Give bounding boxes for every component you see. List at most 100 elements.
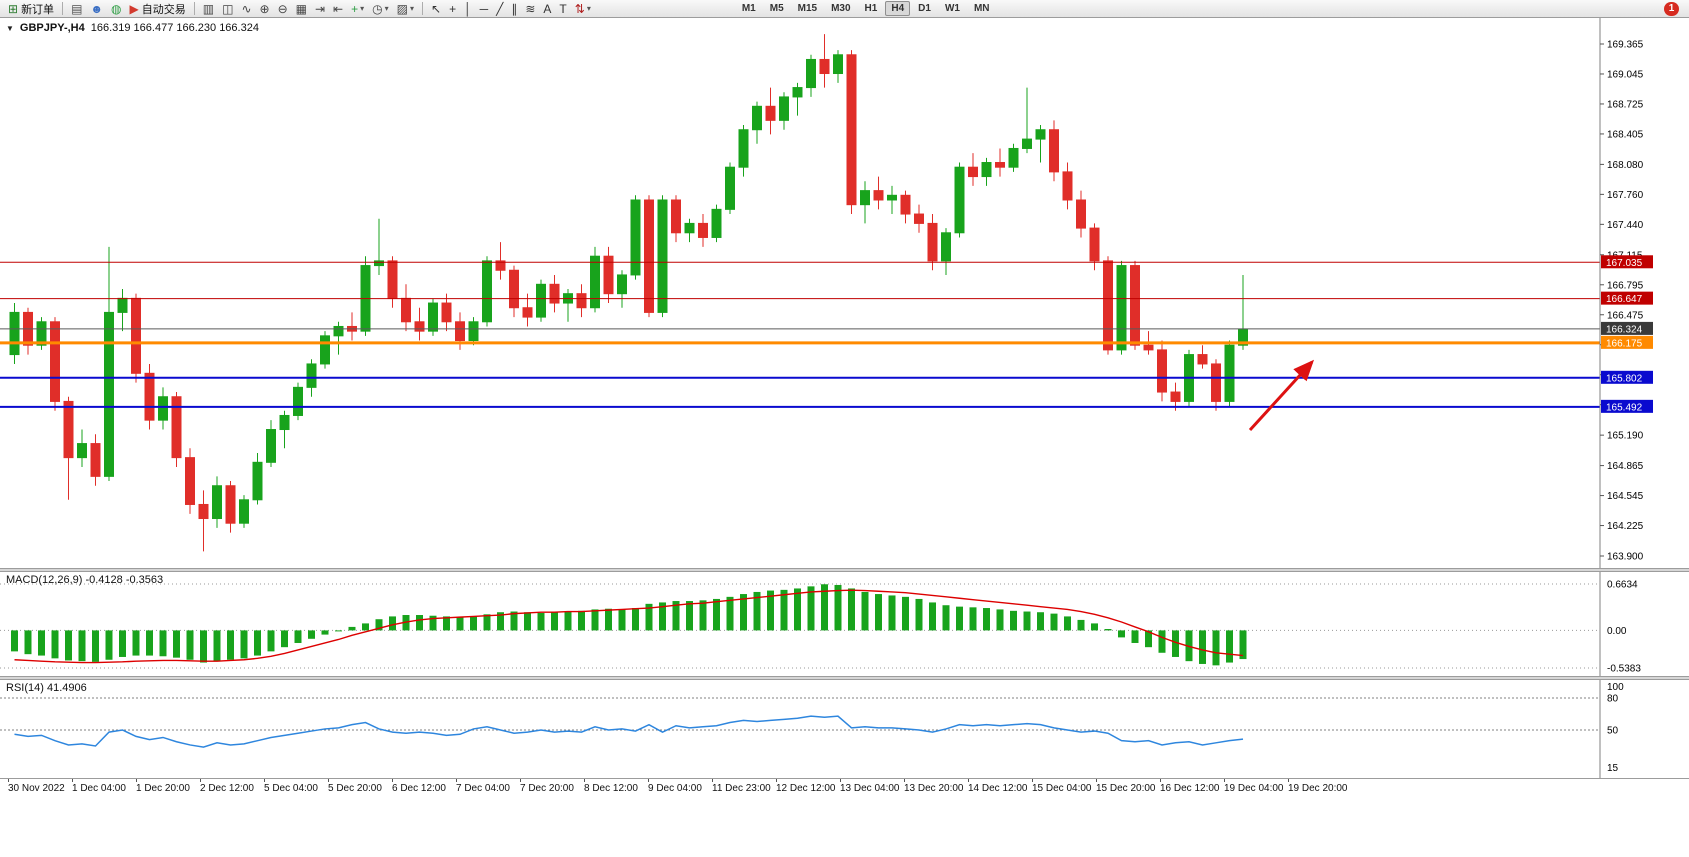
svg-text:166.647: 166.647 [1606,294,1643,305]
zoom-in-icon[interactable]: ⊕ [256,1,274,17]
timeframe-M30[interactable]: M30 [831,3,851,14]
svg-text:50: 50 [1607,726,1619,737]
bar-chart-icon-glyph: ▥ [202,1,215,16]
autotrading-button[interactable]: ▶ 自动交易 [126,1,190,17]
label-icon-glyph: T [559,1,567,16]
timeframe-W1[interactable]: W1 [944,3,960,14]
macd-chart[interactable]: 0.6634 0.00 -0.5383 [0,572,1689,676]
time-axis-label: 7 Dec 20:00 [520,783,574,794]
time-tick [72,779,73,782]
time-tick [520,779,521,782]
time-tick [264,779,265,782]
timeframe-H1[interactable]: H1 [864,3,878,14]
new-order-button-label: 新订单 [21,3,55,16]
time-axis-label: 16 Dec 12:00 [1160,783,1220,794]
timeframe-M5[interactable]: M5 [769,3,784,14]
svg-text:166.324: 166.324 [1606,324,1643,335]
candlestick-chart[interactable]: 169.365 169.045 168.725 168.405 168.080 167.7… [0,18,1689,568]
panel-splitter[interactable] [0,676,1689,680]
time-axis-label: 1 Dec 04:00 [72,783,126,794]
text-icon[interactable]: A [539,1,555,17]
indicators-icon[interactable]: + ▾ [347,1,368,17]
horizontal-line-icon[interactable]: ─ [476,1,493,17]
time-tick [776,779,777,782]
notification-badge[interactable]: 1 [1664,1,1679,16]
auto-scroll-icon[interactable]: ⇥ [311,1,329,17]
svg-text:166.475: 166.475 [1607,310,1644,321]
line-chart-icon-glyph: ∿ [241,1,252,16]
arrows-icon-glyph: ⇅ [574,1,585,16]
channel-icon[interactable]: ∥ [507,1,521,17]
vertical-line-icon[interactable]: │ [460,1,476,17]
time-axis-label: 15 Dec 04:00 [1032,783,1092,794]
bottom-filler [0,797,1689,857]
market-watch-icon[interactable]: ◍ [107,1,125,17]
bar-chart-icon[interactable]: ▥ [199,1,218,17]
svg-text:167.440: 167.440 [1607,220,1644,231]
time-axis-label: 5 Dec 20:00 [328,783,382,794]
crosshair-icon-glyph: + [449,1,457,16]
timeframe-MN[interactable]: MN [973,3,990,14]
trendline-icon[interactable]: ╱ [492,1,507,17]
svg-text:-0.5383: -0.5383 [1607,664,1641,675]
time-tick [904,779,905,782]
charts-window-icon[interactable]: ▤ [67,1,86,17]
timeframe-H4[interactable]: H4 [885,1,911,16]
chart-shift-icon[interactable]: ⇤ [329,1,347,17]
tile-windows-icon[interactable]: ▦ [292,1,311,17]
time-axis-label: 1 Dec 20:00 [136,783,190,794]
time-tick [8,779,9,782]
chart-shift-icon-glyph: ⇤ [333,1,344,16]
panel-splitter[interactable] [0,568,1689,572]
time-axis[interactable]: 30 Nov 2022 1 Dec 04:00 1 Dec 20:00 2 Dec 1… [0,778,1689,797]
time-axis-label: 12 Dec 12:00 [776,783,836,794]
tile-windows-icon-glyph: ▦ [295,1,307,16]
arrows-icon[interactable]: ⇅ ▾ [571,1,595,17]
svg-text:15: 15 [1607,763,1619,774]
time-axis-label: 30 Nov 2022 [8,783,65,794]
new-order-glyph: ⊞ [8,1,19,16]
time-axis-label: 2 Dec 12:00 [200,783,254,794]
periods-icon[interactable]: ◷ ▾ [368,1,393,17]
dropdown-arrow-icon: ▾ [384,4,389,13]
new-order-button[interactable]: ⊞ 新订单 [4,1,58,17]
svg-text:168.725: 168.725 [1607,99,1644,110]
crosshair-icon[interactable]: + [445,1,460,17]
timeframe-M15[interactable]: M15 [797,3,818,14]
market-watch-icon-glyph: ◍ [111,1,122,16]
collapse-chart-icon[interactable]: ▼ [6,23,14,33]
timeframe-M1[interactable]: M1 [741,3,756,14]
candlestick-chart-icon[interactable]: ◫ [218,1,237,17]
time-axis-label: 8 Dec 12:00 [584,783,638,794]
cursor-icon[interactable]: ↖ [427,1,445,17]
time-tick [1160,779,1161,782]
toolbar: ⊞ 新订单 ▤ ☻ ◍ ▶ 自动交易 ▥ ◫ ∿ ⊕ ⊖ ▦ ⇥ ⇤ + ▾ ◷ ▾ ▨ ▾ ↖ + │ ─ ╱ ∥ ≋ A T ⇅ ▾ M1 M… [0,0,1689,18]
line-chart-icon[interactable]: ∿ [237,1,255,17]
svg-text:100: 100 [1607,682,1624,693]
zoom-out-icon[interactable]: ⊖ [274,1,292,17]
templates-icon[interactable]: ▨ ▾ [393,1,418,17]
rsi-panel[interactable]: 100 80 50 15 RSI(14) 41.4906 [0,680,1689,778]
svg-text:166.795: 166.795 [1607,280,1644,291]
svg-text:167.035: 167.035 [1606,258,1643,269]
profile-icon[interactable]: ☻ [86,1,107,17]
price-chart-panel[interactable]: 169.365 169.045 168.725 168.405 168.080 167.7… [0,18,1689,568]
toolbar-separator [422,2,423,15]
fibonacci-icon-glyph: ≋ [525,1,536,16]
time-tick [456,779,457,782]
text-icon-glyph: A [543,1,552,16]
time-tick [136,779,137,782]
timeframe-D1[interactable]: D1 [918,3,931,14]
fibonacci-icon[interactable]: ≋ [521,1,539,17]
svg-text:169.045: 169.045 [1607,69,1644,80]
time-axis-label: 14 Dec 12:00 [968,783,1028,794]
time-axis-label: 13 Dec 04:00 [840,783,900,794]
label-icon[interactable]: T [555,1,570,17]
macd-panel[interactable]: 0.6634 0.00 -0.5383 MACD(12,26,9) -0.4128 … [0,572,1689,676]
chart-ohlc-values: 166.319 166.477 166.230 166.324 [90,22,259,34]
time-axis-label: 7 Dec 04:00 [456,783,510,794]
svg-text:164.225: 164.225 [1607,521,1644,532]
candlestick-chart-icon-glyph: ◫ [222,1,234,16]
time-axis-label: 6 Dec 12:00 [392,783,446,794]
